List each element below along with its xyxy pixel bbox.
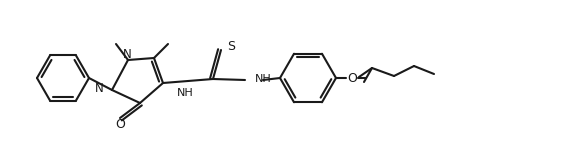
- Text: O: O: [347, 71, 357, 85]
- Text: NH: NH: [255, 74, 272, 84]
- Text: N: N: [122, 47, 132, 60]
- Text: N: N: [96, 83, 104, 95]
- Text: S: S: [227, 40, 235, 52]
- Text: NH: NH: [177, 88, 193, 98]
- Text: O: O: [115, 119, 125, 131]
